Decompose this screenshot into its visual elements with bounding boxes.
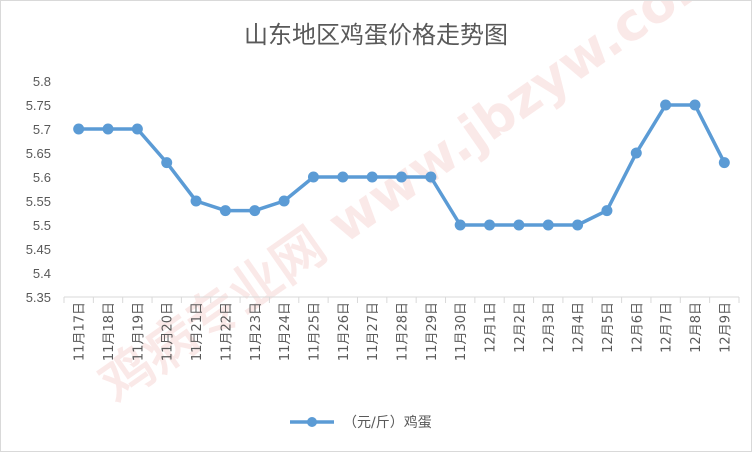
data-point	[601, 205, 613, 217]
x-tick-label: 12月5日	[601, 302, 616, 353]
x-tick-label: 11月20日	[161, 302, 176, 361]
x-tick-label: 12月3日	[542, 302, 557, 353]
x-tick-label: 11月21日	[190, 302, 205, 361]
x-tick-label: 12月4日	[572, 302, 587, 353]
y-tick-label: 5.8	[33, 74, 51, 89]
data-point	[542, 219, 554, 231]
data-point	[249, 205, 261, 217]
x-tick-label: 11月22日	[219, 302, 234, 361]
data-point	[161, 157, 173, 169]
legend-label: （元/斤）鸡蛋	[343, 414, 432, 431]
x-tick-label: 11月18日	[102, 302, 117, 361]
y-tick-label: 5.45	[26, 242, 51, 257]
y-tick-label: 5.7	[33, 122, 51, 137]
data-point	[425, 171, 437, 183]
x-tick-label: 11月26日	[337, 302, 352, 361]
x-tick-label: 12月7日	[660, 302, 675, 353]
data-point	[689, 99, 701, 111]
y-tick-label: 5.65	[26, 146, 51, 161]
x-tick-label: 12月2日	[513, 302, 528, 353]
data-point	[396, 171, 407, 183]
x-axis: 11月17日 11月18日 11月19日 11月20日 11月21日 11月22日 11月2…	[63, 296, 740, 361]
x-tick-label: 11月23日	[249, 302, 264, 361]
x-tick-label: 11月24日	[278, 302, 293, 361]
x-tick-label: 11月19日	[131, 302, 146, 361]
x-tick-label: 11月30日	[454, 302, 469, 361]
x-tick-label: 11月25日	[307, 302, 322, 361]
data-point	[454, 219, 466, 231]
x-tick-label: 11月28日	[396, 302, 411, 361]
x-tick-label: 11月17日	[73, 302, 88, 361]
y-tick-label: 5.35	[26, 290, 51, 305]
data-point	[73, 123, 85, 135]
x-tick-label: 11月27日	[366, 302, 381, 361]
data-point	[366, 171, 378, 183]
y-axis: 5.35 5.4 5.45 5.5 5.55 5.6 5.65 5.7 5.75 5.8	[26, 74, 51, 305]
x-tick-label: 12月1日	[484, 302, 499, 353]
data-point	[190, 195, 202, 207]
data-point	[278, 195, 290, 207]
x-tick-label: 12月8日	[689, 302, 704, 353]
y-tick-label: 5.5	[33, 218, 51, 233]
data-point	[513, 219, 525, 231]
chart-title: 山东地区鸡蛋价格走势图	[244, 21, 508, 49]
legend: （元/斤）鸡蛋	[290, 414, 432, 431]
y-tick-label: 5.6	[33, 170, 51, 185]
data-point	[307, 171, 319, 183]
data-point	[572, 219, 584, 231]
data-point	[660, 99, 672, 111]
x-tick-label: 12月6日	[630, 302, 645, 353]
data-point	[718, 157, 730, 169]
data-point	[630, 147, 642, 159]
y-tick-label: 5.75	[26, 98, 51, 113]
data-point	[102, 123, 114, 135]
x-tick-label: 12月9日	[718, 302, 733, 353]
data-point	[337, 171, 349, 183]
legend-marker-icon	[307, 417, 317, 427]
data-point	[131, 123, 143, 135]
series-layer	[73, 99, 730, 231]
y-tick-label: 5.55	[26, 194, 51, 209]
y-tick-label: 5.4	[33, 266, 51, 281]
data-point	[484, 219, 496, 231]
x-tick-label: 11月29日	[425, 302, 440, 361]
data-point	[219, 205, 231, 217]
